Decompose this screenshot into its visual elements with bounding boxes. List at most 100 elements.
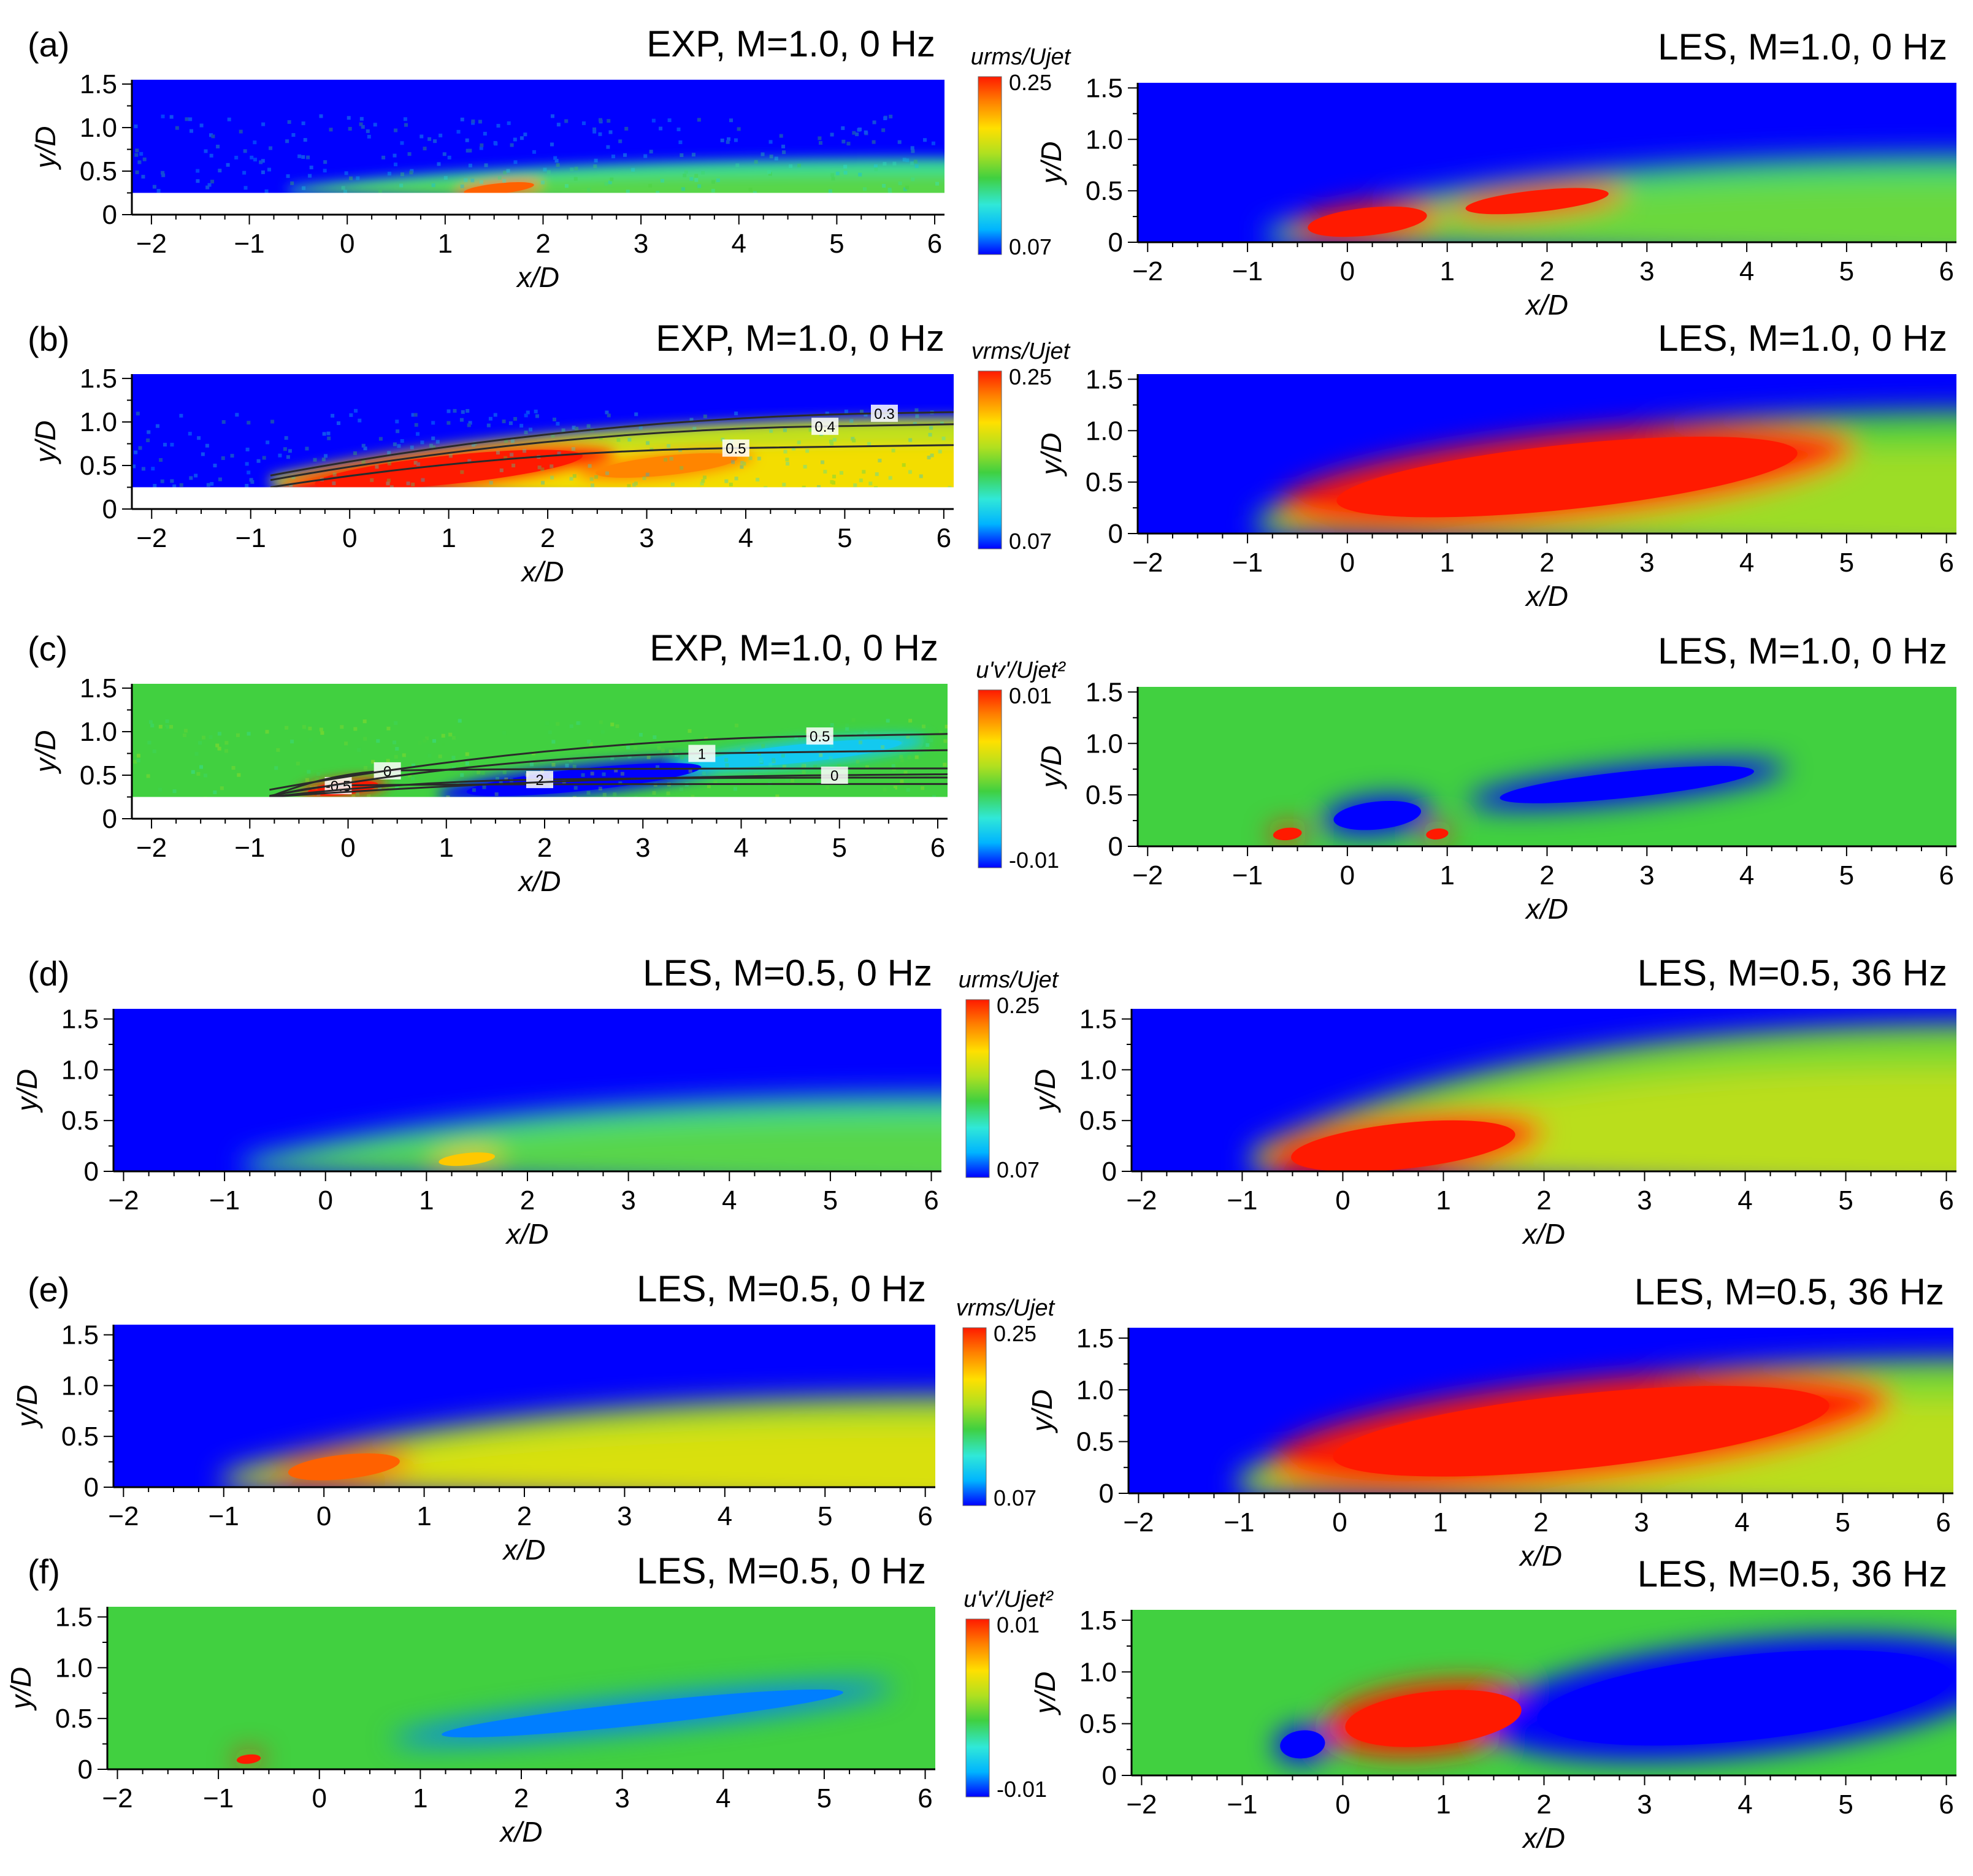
y-axis-label: y/D xyxy=(1029,1069,1061,1113)
contour-line xyxy=(269,749,948,797)
heatmap-blob-core xyxy=(1280,1730,1325,1759)
y-tick-label: 0.5 xyxy=(1086,467,1123,497)
colorbar-max: 0.25 xyxy=(994,1321,1036,1346)
contour-label: 1 xyxy=(698,746,706,763)
x-tick-label: −2 xyxy=(1123,1507,1154,1537)
x-tick-label: 6 xyxy=(918,1501,932,1531)
x-axis-label: x/D xyxy=(1522,1822,1565,1854)
x-tick-label: −1 xyxy=(1232,548,1263,578)
colorbar-max: 0.25 xyxy=(1009,70,1052,95)
contour-label: 0.5 xyxy=(810,729,830,745)
x-tick-label: 4 xyxy=(738,523,753,553)
heatmap-blob-core xyxy=(1345,1690,1522,1747)
colorbar-max: 0.25 xyxy=(1009,364,1052,389)
heatmap-layer-core xyxy=(263,1117,941,1171)
x-tick-label: 3 xyxy=(1637,1790,1652,1820)
x-tick-label: 1 xyxy=(1439,548,1454,578)
x-tick-label: 6 xyxy=(1939,1185,1953,1216)
panel-letter: (c) xyxy=(28,629,67,668)
x-tick-label: −1 xyxy=(1227,1790,1257,1820)
panel-e-right: −2 −1 0 1 2 3 4 5 6 0 0.5 1.0 1.5 x/D y/D LES, M=0.5, 3… xyxy=(1026,1271,1953,1572)
x-tick-label: 5 xyxy=(823,1185,838,1216)
colorbar-gradient xyxy=(965,1618,990,1798)
x-tick-label: 4 xyxy=(716,1783,730,1813)
x-tick-label: 1 xyxy=(1439,256,1454,286)
x-tick-label: 1 xyxy=(1433,1507,1447,1537)
contour-line xyxy=(270,422,954,481)
y-axis-label: y/D xyxy=(1035,433,1067,477)
x-tick-label: −2 xyxy=(1132,860,1163,890)
contour-label-bg xyxy=(688,745,716,762)
x-tick-label: 0 xyxy=(312,1783,326,1813)
colorbar-label: urms/Ujet xyxy=(971,44,1071,70)
panel-a-left: −2 −1 0 1 2 3 4 5 6 0 0.5 1.0 1.5 x/D y/D EXP, M=1.0, 0… xyxy=(28,23,944,293)
y-tick-label: 1.0 xyxy=(61,1371,99,1401)
x-tick-label: 5 xyxy=(829,229,844,259)
x-tick-label: 5 xyxy=(837,523,852,553)
colorbar-gradient xyxy=(962,1327,987,1506)
x-tick-label: 1 xyxy=(438,229,453,259)
colorbar-max: 0.25 xyxy=(997,993,1040,1018)
x-tick-label: 0 xyxy=(1335,1185,1350,1216)
x-tick-label: 4 xyxy=(722,1185,737,1216)
x-tick-label: −2 xyxy=(136,229,167,259)
heatmap-blob-core xyxy=(1537,1650,1953,1746)
x-tick-label: −1 xyxy=(209,1501,239,1531)
x-tick-label: 4 xyxy=(1739,860,1754,890)
x-tick-label: 3 xyxy=(1634,1507,1649,1537)
heatmap-blob-core xyxy=(1336,437,1798,518)
x-tick-label: 4 xyxy=(1739,548,1754,578)
x-tick-label: 2 xyxy=(1533,1507,1548,1537)
colorbar-min: -0.01 xyxy=(1009,848,1059,873)
colorbar-gradient xyxy=(978,76,1002,255)
x-tick-label: −2 xyxy=(108,1501,139,1531)
x-tick-label: 6 xyxy=(1939,1790,1953,1820)
x-tick-label: 3 xyxy=(635,833,650,863)
heatmap-blob-core xyxy=(596,453,738,478)
x-tick-label: 2 xyxy=(537,833,552,863)
y-axis-label: y/D xyxy=(29,421,61,465)
x-tick-label: 5 xyxy=(1839,256,1854,286)
x-tick-label: 2 xyxy=(1536,1185,1551,1216)
y-tick-label: 0 xyxy=(1099,1479,1114,1509)
colorbar-label: urms/Ujet xyxy=(959,967,1059,993)
heatmap-blob-core xyxy=(1465,188,1609,215)
x-tick-label: 2 xyxy=(514,1783,529,1813)
y-tick-label: 1.0 xyxy=(80,407,117,437)
x-tick-label: −2 xyxy=(108,1185,139,1216)
x-tick-label: 5 xyxy=(817,1783,832,1813)
y-tick-label: 1.5 xyxy=(1079,1606,1117,1636)
x-tick-label: 3 xyxy=(615,1783,629,1813)
contour-label: 0.5 xyxy=(726,441,746,458)
panel-c-right: −2 −1 0 1 2 3 4 5 6 0 0.5 1.0 1.5 x/D y/D LES, M=1.0, 0… xyxy=(1035,630,1956,925)
y-tick-label: 1.5 xyxy=(80,364,117,394)
x-tick-label: 1 xyxy=(413,1783,427,1813)
panel-title: LES, M=0.5, 36 Hz xyxy=(1638,952,1947,994)
x-tick-label: 3 xyxy=(639,523,654,553)
x-tick-label: 4 xyxy=(1734,1507,1749,1537)
colorbars-layer: urms/Ujet0.250.07vrms/Ujet0.250.07u'v'/U… xyxy=(956,44,1071,1802)
x-tick-label: −1 xyxy=(1224,1507,1254,1537)
colorbar-min: 0.07 xyxy=(994,1485,1036,1510)
y-tick-label: 1.5 xyxy=(1086,364,1123,394)
colorbar-label: vrms/Ujet xyxy=(956,1295,1055,1321)
y-axis-label: y/D xyxy=(1029,1672,1061,1716)
x-tick-label: 0 xyxy=(1340,256,1355,286)
y-tick-label: 0.5 xyxy=(1079,1106,1117,1136)
x-tick-label: −2 xyxy=(1132,548,1163,578)
y-tick-label: 0.5 xyxy=(1086,780,1123,810)
x-tick-label: −1 xyxy=(234,229,264,259)
y-axis-label: y/D xyxy=(11,1385,43,1429)
x-tick-label: 2 xyxy=(1536,1790,1551,1820)
y-tick-label: 1.5 xyxy=(61,1005,99,1035)
x-tick-label: 1 xyxy=(1436,1790,1450,1820)
panel-letter: (b) xyxy=(28,320,69,358)
heatmap-blob-core xyxy=(698,739,902,768)
x-tick-label: −2 xyxy=(1132,256,1163,286)
contour-label-bg xyxy=(722,439,749,457)
y-axis-label: y/D xyxy=(29,730,61,775)
x-tick-label: 1 xyxy=(416,1501,431,1531)
